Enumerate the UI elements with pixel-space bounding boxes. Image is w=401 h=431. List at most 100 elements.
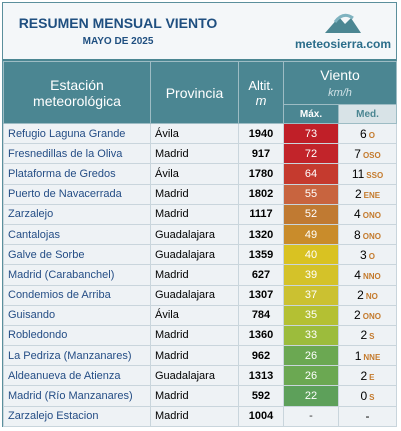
max-wind: 39 xyxy=(283,264,339,286)
table-body: Refugio Laguna Grande Ávila 1940 73 6 O Fresne… xyxy=(3,122,398,427)
row: Condemios de Arriba Guadalajara 1307 37 2 NO xyxy=(3,284,398,306)
station: Refugio Laguna Grande xyxy=(3,122,151,145)
max-wind: 26 xyxy=(283,365,339,387)
med-wind: 2 ONO xyxy=(337,304,398,326)
med-wind: - xyxy=(337,405,398,427)
direction: O xyxy=(368,130,375,140)
title: RESUMEN MENSUAL VIENTO xyxy=(18,15,218,31)
province: Guadalajara xyxy=(150,223,239,246)
station: Plataforma de Gredos xyxy=(3,163,151,185)
max-wind: 22 xyxy=(283,385,339,407)
province: Madrid xyxy=(150,264,239,286)
row: Puerto de Navacerrada Madrid 1802 55 2 ENE xyxy=(3,183,398,205)
direction: S xyxy=(369,332,375,342)
col-max: Máx. xyxy=(283,104,339,124)
province: Madrid xyxy=(150,183,239,205)
row: Refugio Laguna Grande Ávila 1940 73 6 O xyxy=(3,122,398,145)
col-altitude: Altit. m xyxy=(238,61,284,124)
max-wind: 49 xyxy=(283,223,339,246)
max-wind: 37 xyxy=(283,284,339,306)
col-med: Med. xyxy=(337,104,398,124)
row: Galve de Sorbe Guadalajara 1359 40 3 O xyxy=(3,244,398,266)
altitude: 1359 xyxy=(238,244,284,266)
province: Madrid xyxy=(150,143,239,165)
subtitle: MAYO DE 2025 xyxy=(82,36,154,47)
altitude: 1780 xyxy=(238,163,284,185)
altitude: 1940 xyxy=(238,122,284,145)
logo-icon xyxy=(325,13,361,33)
station: Zarzalejo xyxy=(3,203,151,225)
med-wind: 2 NO xyxy=(337,284,398,306)
med-wind: 2 ENE xyxy=(337,183,398,205)
max-wind: 35 xyxy=(283,304,339,326)
med-value: 3 xyxy=(360,247,367,262)
altitude: 784 xyxy=(238,304,284,326)
direction: ONO xyxy=(362,231,381,241)
direction: OSO xyxy=(362,150,381,160)
altitude-unit: m xyxy=(255,92,267,108)
altitude: 1313 xyxy=(238,365,284,387)
med-value: 1 xyxy=(354,348,362,363)
row: Madrid (Río Manzanares) Madrid 592 22 0 S xyxy=(3,385,398,407)
altitude: 1004 xyxy=(238,405,284,427)
station: Robledondo xyxy=(3,324,151,347)
direction: O xyxy=(368,251,375,261)
station: Aldeanueva de Atienza xyxy=(3,365,151,387)
row: Aldeanueva de Atienza Guadalajara 1313 26 2 E xyxy=(3,365,398,387)
altitude: 1117 xyxy=(238,203,284,225)
province: Madrid xyxy=(150,203,239,225)
direction: NNE xyxy=(363,352,381,362)
station: Zarzalejo Estacion xyxy=(3,405,151,427)
max-wind: 64 xyxy=(283,163,339,185)
direction: NNO xyxy=(362,271,381,281)
station: Madrid (Carabanchel) xyxy=(3,264,151,286)
province: Ávila xyxy=(150,163,239,185)
province: Ávila xyxy=(150,304,239,326)
province: Guadalajara xyxy=(150,244,239,266)
station: La Pedriza (Manzanares) xyxy=(3,345,151,367)
station: Madrid (Río Manzanares) xyxy=(3,385,151,407)
header: RESUMEN MENSUAL VIENTO MAYO DE 2025 mete… xyxy=(3,3,396,61)
max-wind: 33 xyxy=(283,324,339,347)
direction: SSO xyxy=(366,170,384,180)
province: Madrid xyxy=(150,385,239,407)
station: Fresnedillas de la Oliva xyxy=(3,143,151,165)
direction: E xyxy=(369,372,375,382)
col-wind: Viento km/h xyxy=(282,61,398,105)
max-wind: 55 xyxy=(283,183,339,205)
med-value: 4 xyxy=(354,207,361,222)
altitude: 1307 xyxy=(238,284,284,306)
logo-text: meteosierra.com xyxy=(295,37,392,51)
direction: NO xyxy=(365,292,378,302)
max-wind: 26 xyxy=(283,345,339,367)
med-value: 2 xyxy=(360,328,368,343)
altitude: 1360 xyxy=(238,324,284,347)
col-station: Estación meteorológica xyxy=(3,61,151,124)
row: Zarzalejo Madrid 1117 52 4 ONO xyxy=(3,203,398,225)
med-wind: 4 NNO xyxy=(337,264,398,286)
province: Guadalajara xyxy=(150,284,239,306)
altitude: 1320 xyxy=(238,223,284,246)
max-wind: 72 xyxy=(283,143,339,165)
station: Condemios de Arriba xyxy=(3,284,151,306)
row: Fresnedillas de la Oliva Madrid 917 72 7 OSO xyxy=(3,143,398,165)
altitude: 962 xyxy=(238,345,284,367)
direction: ENE xyxy=(363,191,381,201)
altitude-label: Altit. xyxy=(248,77,274,93)
med-value: 2 xyxy=(360,368,368,383)
med-value: - xyxy=(365,409,370,424)
province: Madrid xyxy=(150,345,239,367)
row: Robledondo Madrid 1360 33 2 S xyxy=(3,324,398,347)
row: Cantalojas Guadalajara 1320 49 8 ONO xyxy=(3,223,398,246)
wind-unit: km/h xyxy=(328,87,352,99)
med-value: 8 xyxy=(354,227,361,242)
med-value: 0 xyxy=(360,389,368,404)
direction: ONO xyxy=(362,312,381,322)
row: La Pedriza (Manzanares) Madrid 962 26 1 NNE xyxy=(3,345,398,367)
province: Guadalajara xyxy=(150,365,239,387)
